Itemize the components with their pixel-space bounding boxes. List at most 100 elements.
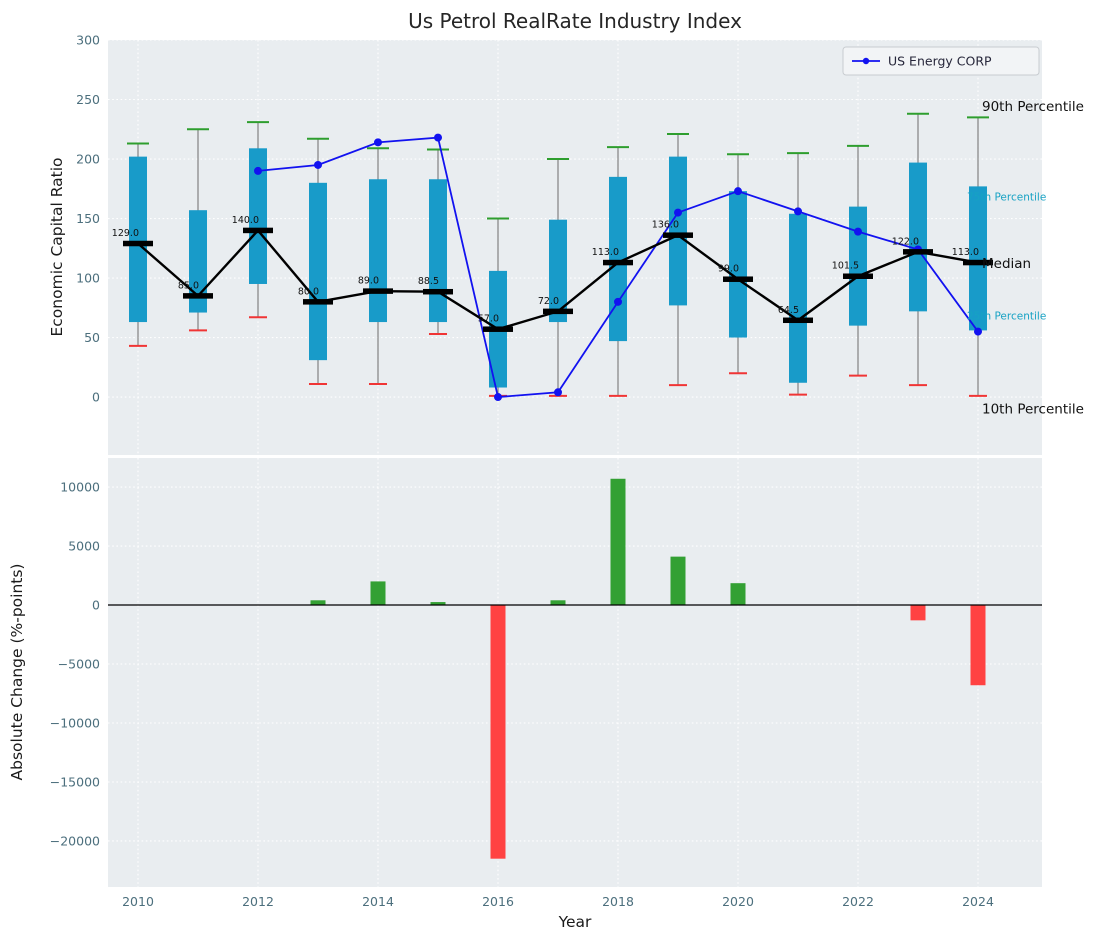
bar-2018: [610, 478, 626, 606]
box-2023: [909, 162, 927, 312]
median-value-label-2021: 64.5: [778, 305, 799, 316]
bar-2014: [370, 581, 386, 606]
x-tick: 2014: [362, 894, 394, 909]
median-value-label-2020: 99.0: [718, 264, 739, 275]
x-axis-label: Year: [558, 913, 592, 931]
x-tick: 2018: [602, 894, 634, 909]
median-value-label-2017: 72.0: [538, 296, 559, 307]
box-2022: [849, 206, 867, 326]
median-marker-2022: [843, 273, 873, 279]
bar-2017: [550, 600, 566, 606]
top-y-tick: 300: [76, 33, 100, 48]
legend-box: [842, 46, 1040, 76]
median-marker-2023: [903, 249, 933, 255]
bar-2019: [670, 556, 686, 606]
company-point-2014: [374, 138, 382, 147]
box-2015: [429, 179, 447, 323]
company-point-2019: [674, 208, 682, 217]
annotation-25th-percentile: 25th Percentile: [967, 311, 1046, 323]
box-2018: [609, 176, 627, 342]
median-marker-2020: [723, 276, 753, 282]
top-y-tick: 0: [92, 390, 100, 405]
tick-labels: 0 50 100 150 200 250 300 10000 5000 0 −5000 −10000 −…: [50, 33, 994, 910]
bar-2015: [430, 602, 446, 606]
median-value-label-2023: 122.0: [892, 236, 919, 247]
bar-2020: [730, 583, 746, 606]
company-point-2012: [254, 166, 262, 175]
bottom-y-axis-label: Absolute Change (%-points): [8, 564, 26, 781]
annotation-10th-percentile: 10th Percentile: [982, 401, 1084, 417]
box-2012: [249, 148, 267, 284]
top-y-axis-label: Economic Capital Ratio: [48, 157, 66, 336]
top-y-tick: 100: [76, 271, 100, 286]
median-marker-2019: [663, 232, 693, 238]
legend-label: US Energy CORP: [888, 54, 992, 69]
company-point-2018: [614, 297, 622, 306]
bottom-y-tick: −20000: [50, 833, 100, 848]
x-tick: 2020: [722, 894, 754, 909]
box-2014: [369, 179, 387, 323]
box-2010: [129, 156, 147, 323]
top-y-tick: 250: [76, 92, 100, 107]
median-marker-2010: [123, 240, 153, 247]
company-line-layer: [254, 133, 982, 402]
median-value-label-2011: 85.0: [178, 280, 199, 291]
bottom-y-tick: 10000: [60, 480, 100, 495]
median-value-labels: 129.0 85.0 140.0 80.0 89.0 88.5 57.0 72.0 113.0 1…: [112, 215, 979, 325]
legend: US Energy CORP: [842, 46, 1040, 76]
annotation-median: Median: [982, 256, 1031, 272]
annotation-75th-percentile: 75th Percentile: [967, 192, 1046, 204]
median-marker-2017: [543, 308, 573, 315]
top-y-tick: 150: [76, 211, 100, 226]
median-value-label-2022: 101.5: [832, 261, 859, 272]
box-2017: [549, 219, 567, 323]
x-tick: 2012: [242, 894, 274, 909]
x-tick: 2024: [962, 894, 994, 909]
median-marker-2012: [243, 227, 273, 234]
median-value-label-2010: 129.0: [112, 228, 139, 239]
median-value-label-2018: 113.0: [592, 247, 619, 258]
bar-2023: [910, 605, 926, 621]
bar-2024: [970, 605, 986, 686]
bar-2013: [310, 600, 326, 606]
median-value-label-2013: 80.0: [298, 286, 319, 297]
median-value-label-2019: 136.0: [652, 220, 679, 231]
median-value-label-2015: 88.5: [418, 276, 439, 287]
x-tick: 2010: [122, 894, 154, 909]
median-value-label-2012: 140.0: [232, 215, 259, 226]
company-point-2022: [854, 227, 862, 236]
box-2013: [309, 182, 327, 361]
box-2019: [669, 156, 687, 306]
company-point-2020: [734, 187, 742, 196]
median-marker-2021: [783, 317, 813, 324]
percentile-annotations: 90th Percentile 75th Percentile Median 25th…: [967, 99, 1084, 417]
bottom-y-tick: 5000: [68, 539, 100, 554]
box-2024: [969, 186, 987, 331]
box-2011: [189, 210, 207, 313]
median-marker-2015: [423, 288, 453, 295]
median-line-layer: [123, 227, 993, 332]
company-point-2013: [314, 160, 322, 169]
median-marker-2024: [963, 259, 993, 266]
median-marker-2013: [303, 299, 333, 305]
bar-2016: [490, 605, 506, 859]
company-point-2024: [974, 327, 982, 336]
median-value-label-2016: 57.0: [478, 314, 499, 325]
top-axes-background: [108, 40, 1042, 455]
bar-layer: [310, 478, 986, 859]
x-tick: 2016: [482, 894, 514, 909]
median-value-label-2024: 113.0: [952, 247, 979, 258]
top-y-tick: 50: [84, 330, 100, 345]
bottom-y-tick: 0: [92, 598, 100, 613]
box-2020: [729, 191, 747, 338]
bottom-y-tick: −15000: [50, 774, 100, 789]
x-tick: 2022: [842, 894, 874, 909]
top-y-tick: 200: [76, 152, 100, 167]
company-point-2015: [434, 133, 442, 142]
median-marker-2018: [603, 259, 633, 266]
median-marker-2016: [483, 326, 513, 332]
legend-marker: [862, 57, 870, 65]
chart-title: Us Petrol RealRate Industry Index: [408, 9, 742, 33]
